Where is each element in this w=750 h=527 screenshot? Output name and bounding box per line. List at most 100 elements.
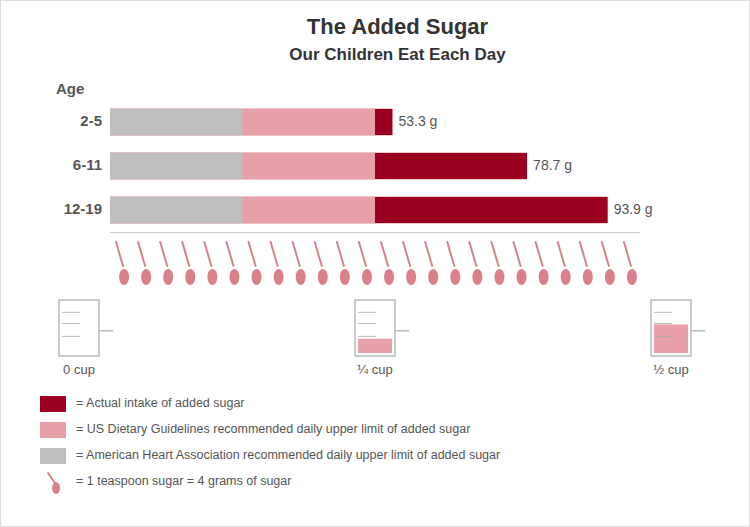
cup-mark xyxy=(358,323,376,324)
bar xyxy=(110,109,375,135)
legend-label: = American Heart Association recommended… xyxy=(76,448,500,462)
cup-mark xyxy=(358,336,376,337)
bar xyxy=(110,109,243,135)
bar xyxy=(110,153,375,179)
spoon-bowl xyxy=(207,269,217,285)
cup-mark xyxy=(62,323,80,324)
category-label: 12-19 xyxy=(64,200,102,217)
spoon-handle xyxy=(558,242,565,266)
legend-swatch xyxy=(40,422,66,438)
cup-body xyxy=(355,300,395,356)
spoon-handle xyxy=(580,242,587,266)
legend-label: = 1 teaspoon sugar = 4 grams of sugar xyxy=(76,474,291,488)
cup xyxy=(355,300,409,356)
cup-mark xyxy=(358,312,376,313)
category-label: 2-5 xyxy=(80,112,102,129)
spoon-bowl xyxy=(583,269,593,285)
legend-spoon-bowl xyxy=(52,482,60,494)
spoon xyxy=(138,242,151,285)
spoon xyxy=(337,242,350,285)
spoon-handle xyxy=(381,242,388,266)
spoon xyxy=(359,242,372,285)
spoon-bowl xyxy=(362,269,372,285)
chart: The Added SugarOur Children Eat Each Day… xyxy=(0,0,750,527)
legend-spoon-handle xyxy=(48,473,55,483)
spoon-bowl xyxy=(163,269,173,285)
spoon-handle xyxy=(447,242,454,266)
spoon xyxy=(293,242,306,285)
spoon xyxy=(580,242,593,285)
spoon-bowl xyxy=(406,269,416,285)
spoon xyxy=(469,242,482,285)
data-label: 53.3 g xyxy=(398,113,437,129)
cup-label: ½ cup xyxy=(653,362,688,377)
spoon-bowl xyxy=(561,269,571,285)
cup-label: ¼ cup xyxy=(357,362,392,377)
spoon xyxy=(381,242,394,285)
spoon xyxy=(315,242,328,285)
cup-label: 0 cup xyxy=(63,362,95,377)
spoon-handle xyxy=(116,242,123,266)
cup-mark xyxy=(62,336,80,337)
spoon xyxy=(116,242,129,285)
spoon-handle xyxy=(491,242,498,266)
spoon-bowl xyxy=(252,269,262,285)
x-axis-line xyxy=(110,232,640,233)
spoon xyxy=(558,242,571,285)
spoon xyxy=(536,242,549,285)
spoon-handle xyxy=(624,242,631,266)
spoons xyxy=(116,242,637,285)
spoon xyxy=(514,242,527,285)
cup-mark xyxy=(654,336,672,337)
spoon-bowl xyxy=(494,269,504,285)
spoon-handle xyxy=(271,242,278,266)
spoon xyxy=(182,242,195,285)
spoon-bowl xyxy=(627,269,637,285)
cup-handle xyxy=(395,330,409,331)
spoon xyxy=(271,242,284,285)
bar xyxy=(110,197,375,223)
data-label: 78.7 g xyxy=(533,157,572,173)
legend-label: = Actual intake of added sugar xyxy=(76,396,245,410)
spoon-handle xyxy=(469,242,476,266)
spoon xyxy=(602,242,615,285)
chart-container: The Added SugarOur Children Eat Each Day… xyxy=(0,0,750,527)
spoon-handle xyxy=(138,242,145,266)
title: The Added Sugar xyxy=(307,14,489,39)
axis-label: Age xyxy=(56,80,84,97)
spoon-handle xyxy=(315,242,322,266)
spoon-bowl xyxy=(296,269,306,285)
spoon xyxy=(160,242,173,285)
spoon-bowl xyxy=(450,269,460,285)
cup-fill xyxy=(358,339,392,353)
legend-label: = US Dietary Guidelines recommended dail… xyxy=(76,422,470,436)
spoon-handle xyxy=(160,242,167,266)
bar xyxy=(110,153,243,179)
spoon-bowl xyxy=(384,269,394,285)
spoon-handle xyxy=(226,242,233,266)
cup-handle xyxy=(99,330,113,331)
cup-fill xyxy=(654,324,688,353)
spoon-bowl xyxy=(141,269,151,285)
spoon-handle xyxy=(602,242,609,266)
spoon-handle xyxy=(293,242,300,266)
spoon xyxy=(226,242,239,285)
cup-mark xyxy=(654,312,672,313)
spoon-handle xyxy=(536,242,543,266)
data-label: 93.9 g xyxy=(614,201,653,217)
spoon-bowl xyxy=(605,269,615,285)
spoon-handle xyxy=(425,242,432,266)
cup-mark xyxy=(654,323,672,324)
spoon-handle xyxy=(337,242,344,266)
spoon xyxy=(403,242,416,285)
spoon-bowl xyxy=(119,269,129,285)
bar xyxy=(110,153,527,179)
bar xyxy=(110,197,608,223)
spoon-bowl xyxy=(274,269,284,285)
bars xyxy=(110,109,608,223)
spoon-bowl xyxy=(472,269,482,285)
spoon xyxy=(624,242,637,285)
cup-mark xyxy=(62,312,80,313)
bar xyxy=(110,197,243,223)
spoon-bowl xyxy=(428,269,438,285)
